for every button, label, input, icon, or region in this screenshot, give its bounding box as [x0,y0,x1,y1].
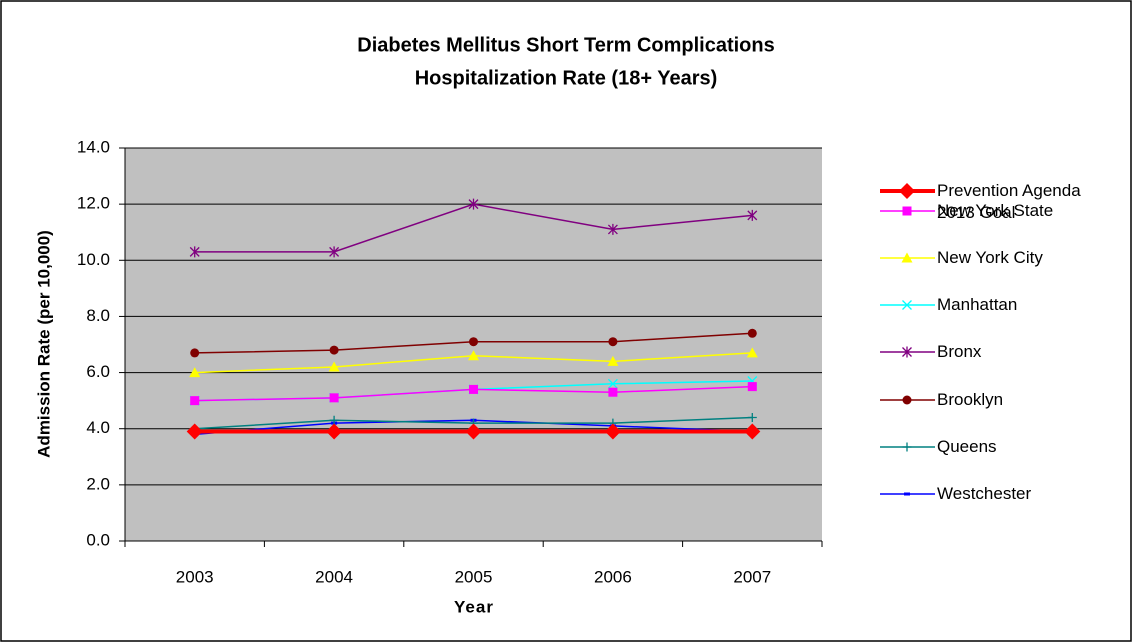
marker [326,423,343,440]
y-tick-label: 4.0 [86,418,110,437]
marker [465,423,482,440]
y-axis-label: Admission Rate (per 10,000) [34,230,53,458]
marker [747,412,757,422]
marker [607,355,619,366]
marker [902,300,912,310]
marker [186,423,203,440]
marker [902,206,912,216]
marker [328,361,340,372]
legend-label: Brooklyn [937,390,1004,409]
y-tick-label: 12.0 [77,194,110,213]
marker [902,395,912,405]
marker [747,382,757,392]
legend-label: Manhattan [937,295,1018,314]
marker [468,198,479,210]
x-axis-label: Year [454,597,494,616]
marker [329,393,339,403]
marker [329,345,339,355]
legend-label: Prevention Agenda 2013 Goal [937,181,1081,222]
marker [744,423,761,440]
marker [607,378,618,389]
marker [189,367,201,378]
marker [190,348,200,358]
legend-label: New York State [937,201,1054,220]
marker [468,350,479,361]
chart-title: Diabetes Mellitus Short Term Complicatio… [357,34,774,56]
legend-label: Queens [937,437,997,456]
y-tick-label: 8.0 [86,306,110,325]
marker [608,337,618,347]
y-tick-label: 6.0 [86,362,110,381]
y-tick-label: 14.0 [77,137,110,156]
x-tick-label: 2006 [594,567,632,586]
marker [607,223,618,235]
marker [902,442,912,452]
marker [329,246,340,258]
marker [608,387,618,397]
marker [747,209,758,221]
x-tick-label: 2005 [455,567,493,586]
marker [747,328,757,338]
marker [469,337,478,347]
legend-label: Westchester [937,484,1032,503]
x-tick-label: 2003 [176,567,214,586]
marker [189,246,200,258]
marker [190,396,200,406]
chart-title: Hospitalization Rate (18+ Years) [415,67,718,89]
marker [469,384,478,394]
marker [904,492,910,496]
x-tick-label: 2004 [315,567,353,586]
x-tick-label: 2007 [733,567,771,586]
marker [902,346,912,358]
legend-label: Bronx [937,342,982,361]
y-tick-label: 0.0 [86,530,110,549]
y-tick-label: 10.0 [77,250,110,269]
marker [604,423,621,440]
marker [899,183,915,199]
y-tick-label: 2.0 [86,474,110,493]
marker [329,415,339,425]
legend-label: New York City [937,248,1043,267]
marker [746,347,758,358]
marker [901,252,913,263]
